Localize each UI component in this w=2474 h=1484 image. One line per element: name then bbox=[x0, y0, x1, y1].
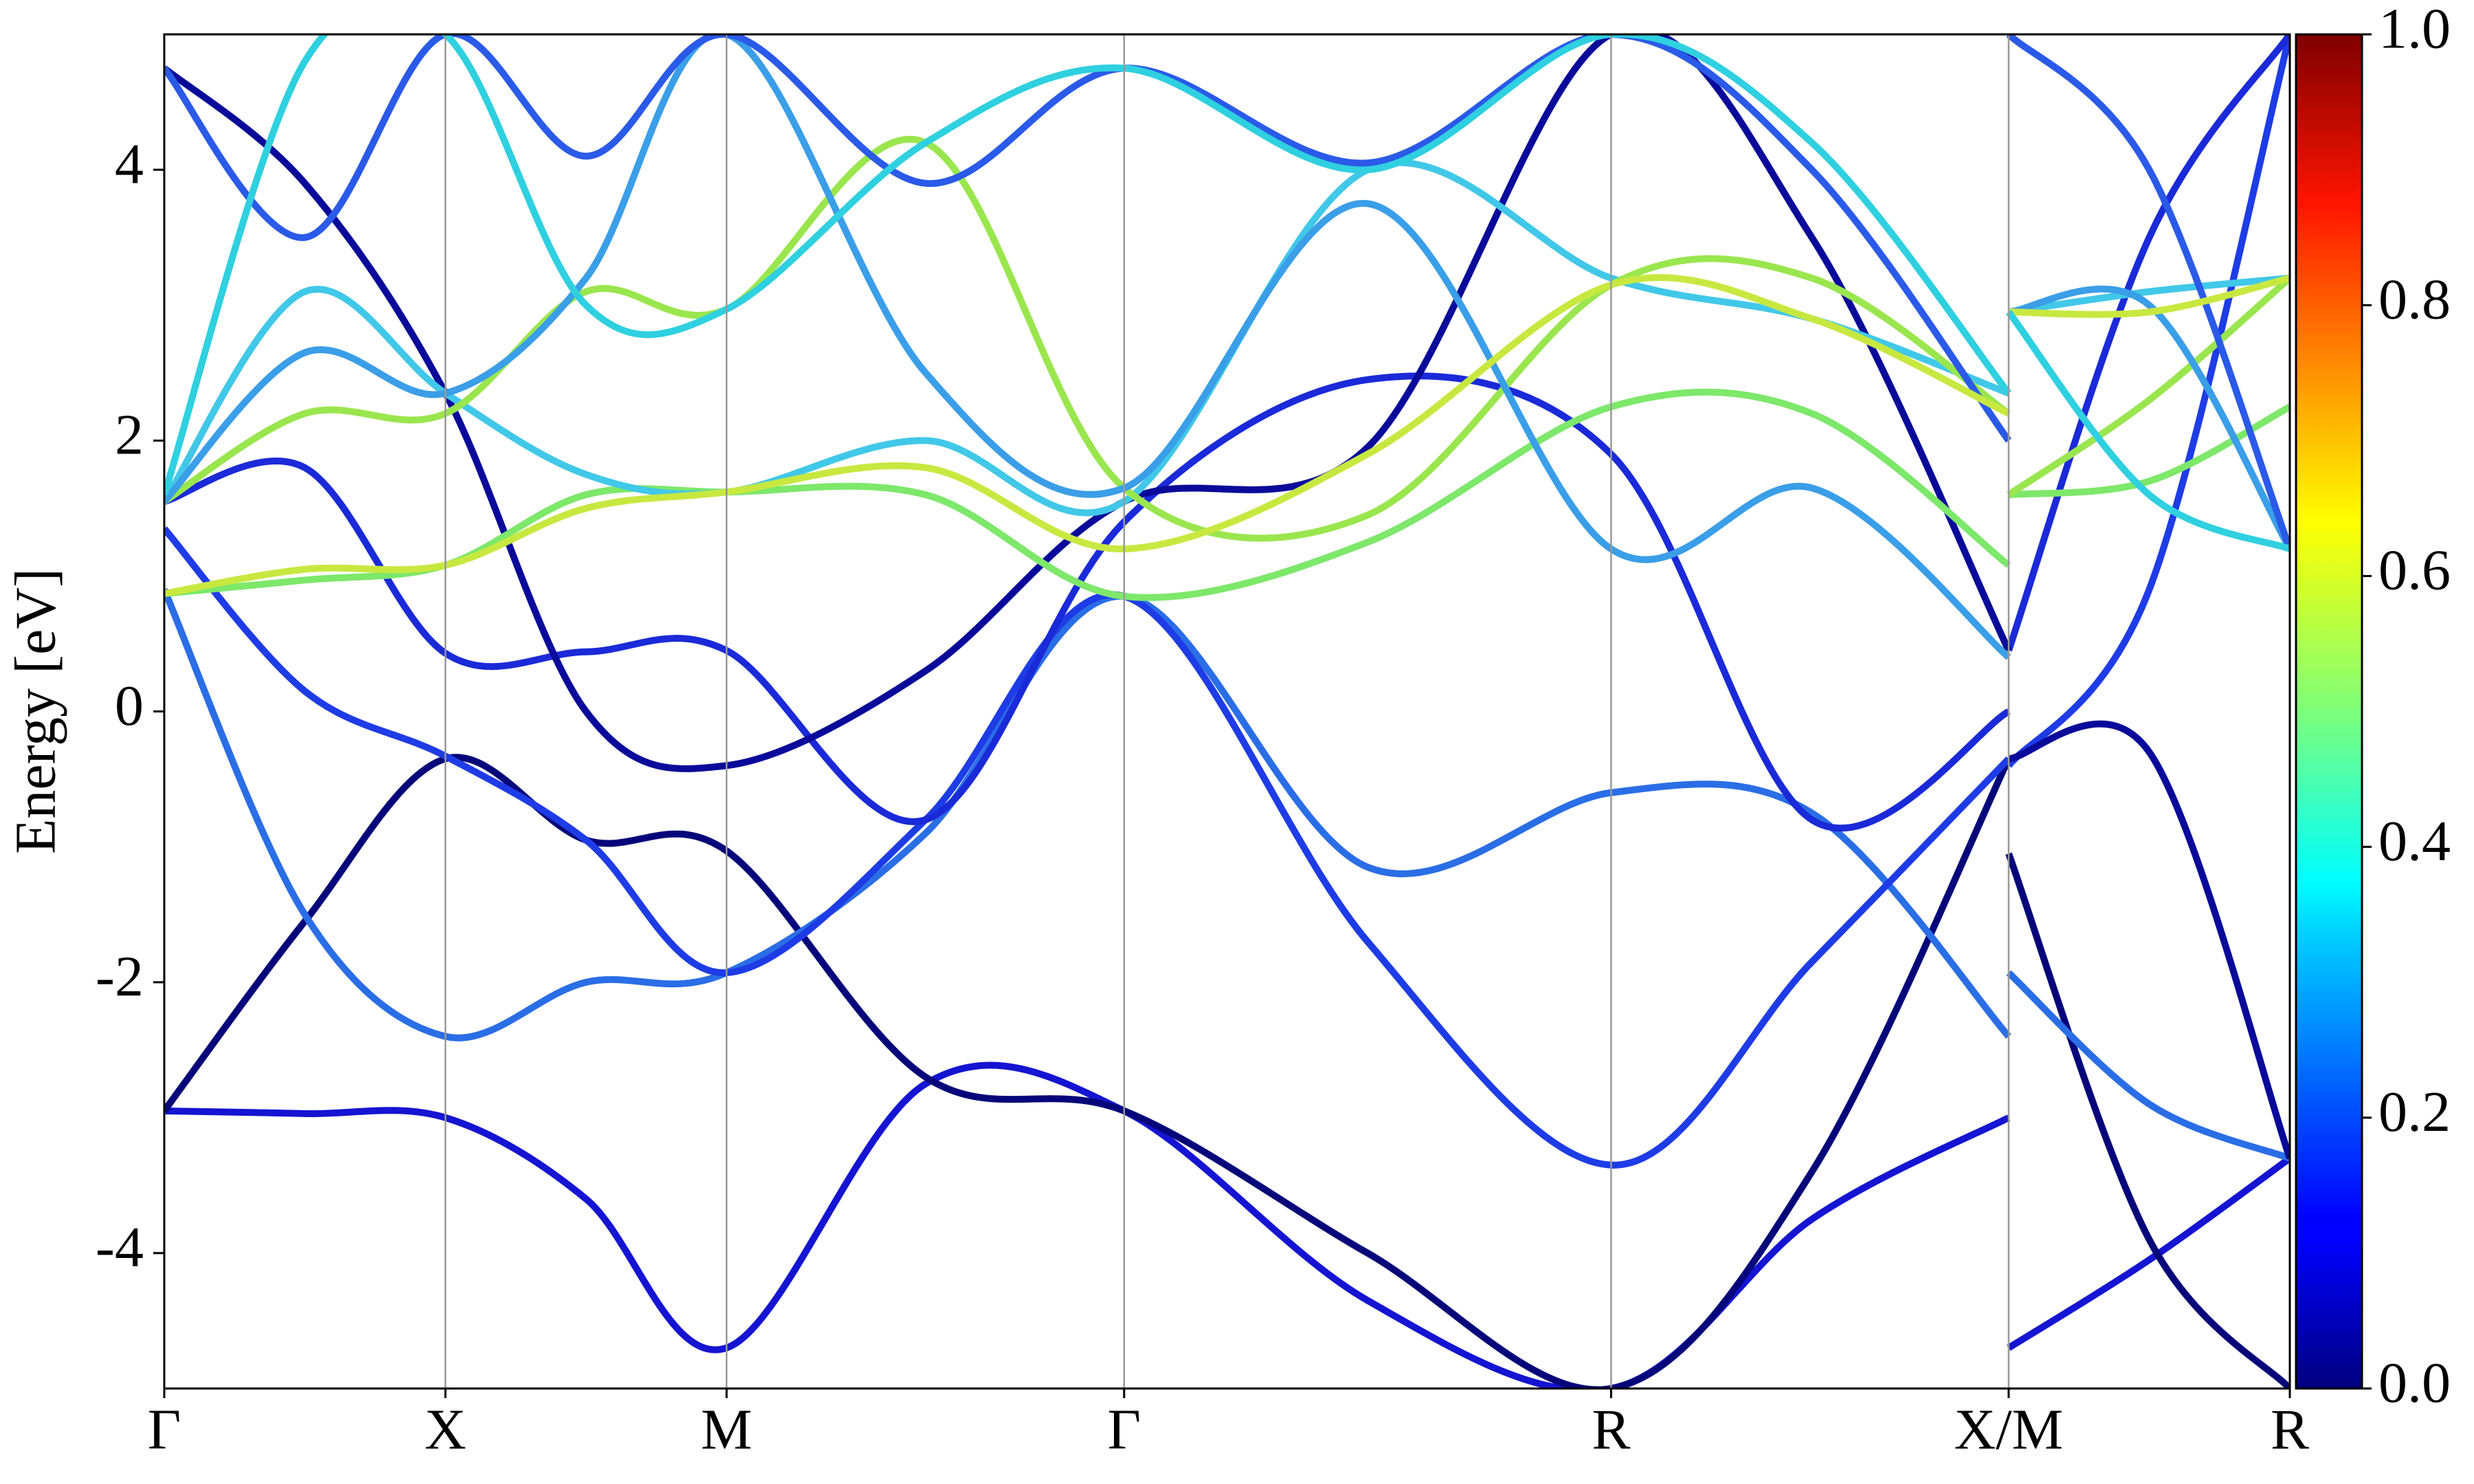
x-tick-label: R bbox=[2271, 1397, 2309, 1461]
plot-area bbox=[164, 34, 2290, 1389]
y-tick-label: -2 bbox=[96, 945, 144, 1009]
colorbar-tick-label: 0.2 bbox=[2378, 1080, 2451, 1144]
x-tick-label: Γ bbox=[1107, 1397, 1141, 1461]
band-line bbox=[164, 34, 2290, 832]
y-axis-label: Energy [eV] bbox=[3, 568, 67, 854]
x-tick-label: X bbox=[425, 1397, 467, 1461]
colorbar-tick-label: 0.8 bbox=[2378, 267, 2451, 331]
x-tick-label: Γ bbox=[148, 1397, 181, 1461]
colorbar-tick-label: 1.0 bbox=[2378, 0, 2451, 60]
y-tick-label: 0 bbox=[115, 674, 144, 738]
band-line bbox=[164, 159, 2290, 517]
bands bbox=[164, 34, 2290, 1389]
band-line bbox=[164, 754, 2290, 1389]
x-tick-label: R bbox=[1592, 1397, 1630, 1461]
band-line bbox=[164, 34, 2290, 1160]
y-tick-label: 2 bbox=[115, 403, 144, 467]
y-tick-label: -4 bbox=[96, 1215, 144, 1279]
band-line bbox=[164, 1061, 2290, 1389]
y-tick-label: 4 bbox=[115, 132, 144, 196]
plot-frame bbox=[163, 33, 2291, 1390]
colorbar-tick-label: 0.6 bbox=[2378, 539, 2451, 603]
x-tick-label: M bbox=[701, 1397, 753, 1461]
band-line bbox=[164, 34, 2290, 552]
band-line bbox=[164, 34, 2290, 550]
band-line bbox=[164, 274, 2290, 597]
colorbar-tick-label: 0.4 bbox=[2378, 809, 2451, 873]
x-tick-label: X/M bbox=[1954, 1397, 2064, 1461]
band-line bbox=[164, 588, 2290, 1162]
band-line bbox=[164, 34, 2290, 1169]
colorbar-tick-label: 0.0 bbox=[2378, 1351, 2451, 1415]
colorbar bbox=[2295, 33, 2363, 1390]
